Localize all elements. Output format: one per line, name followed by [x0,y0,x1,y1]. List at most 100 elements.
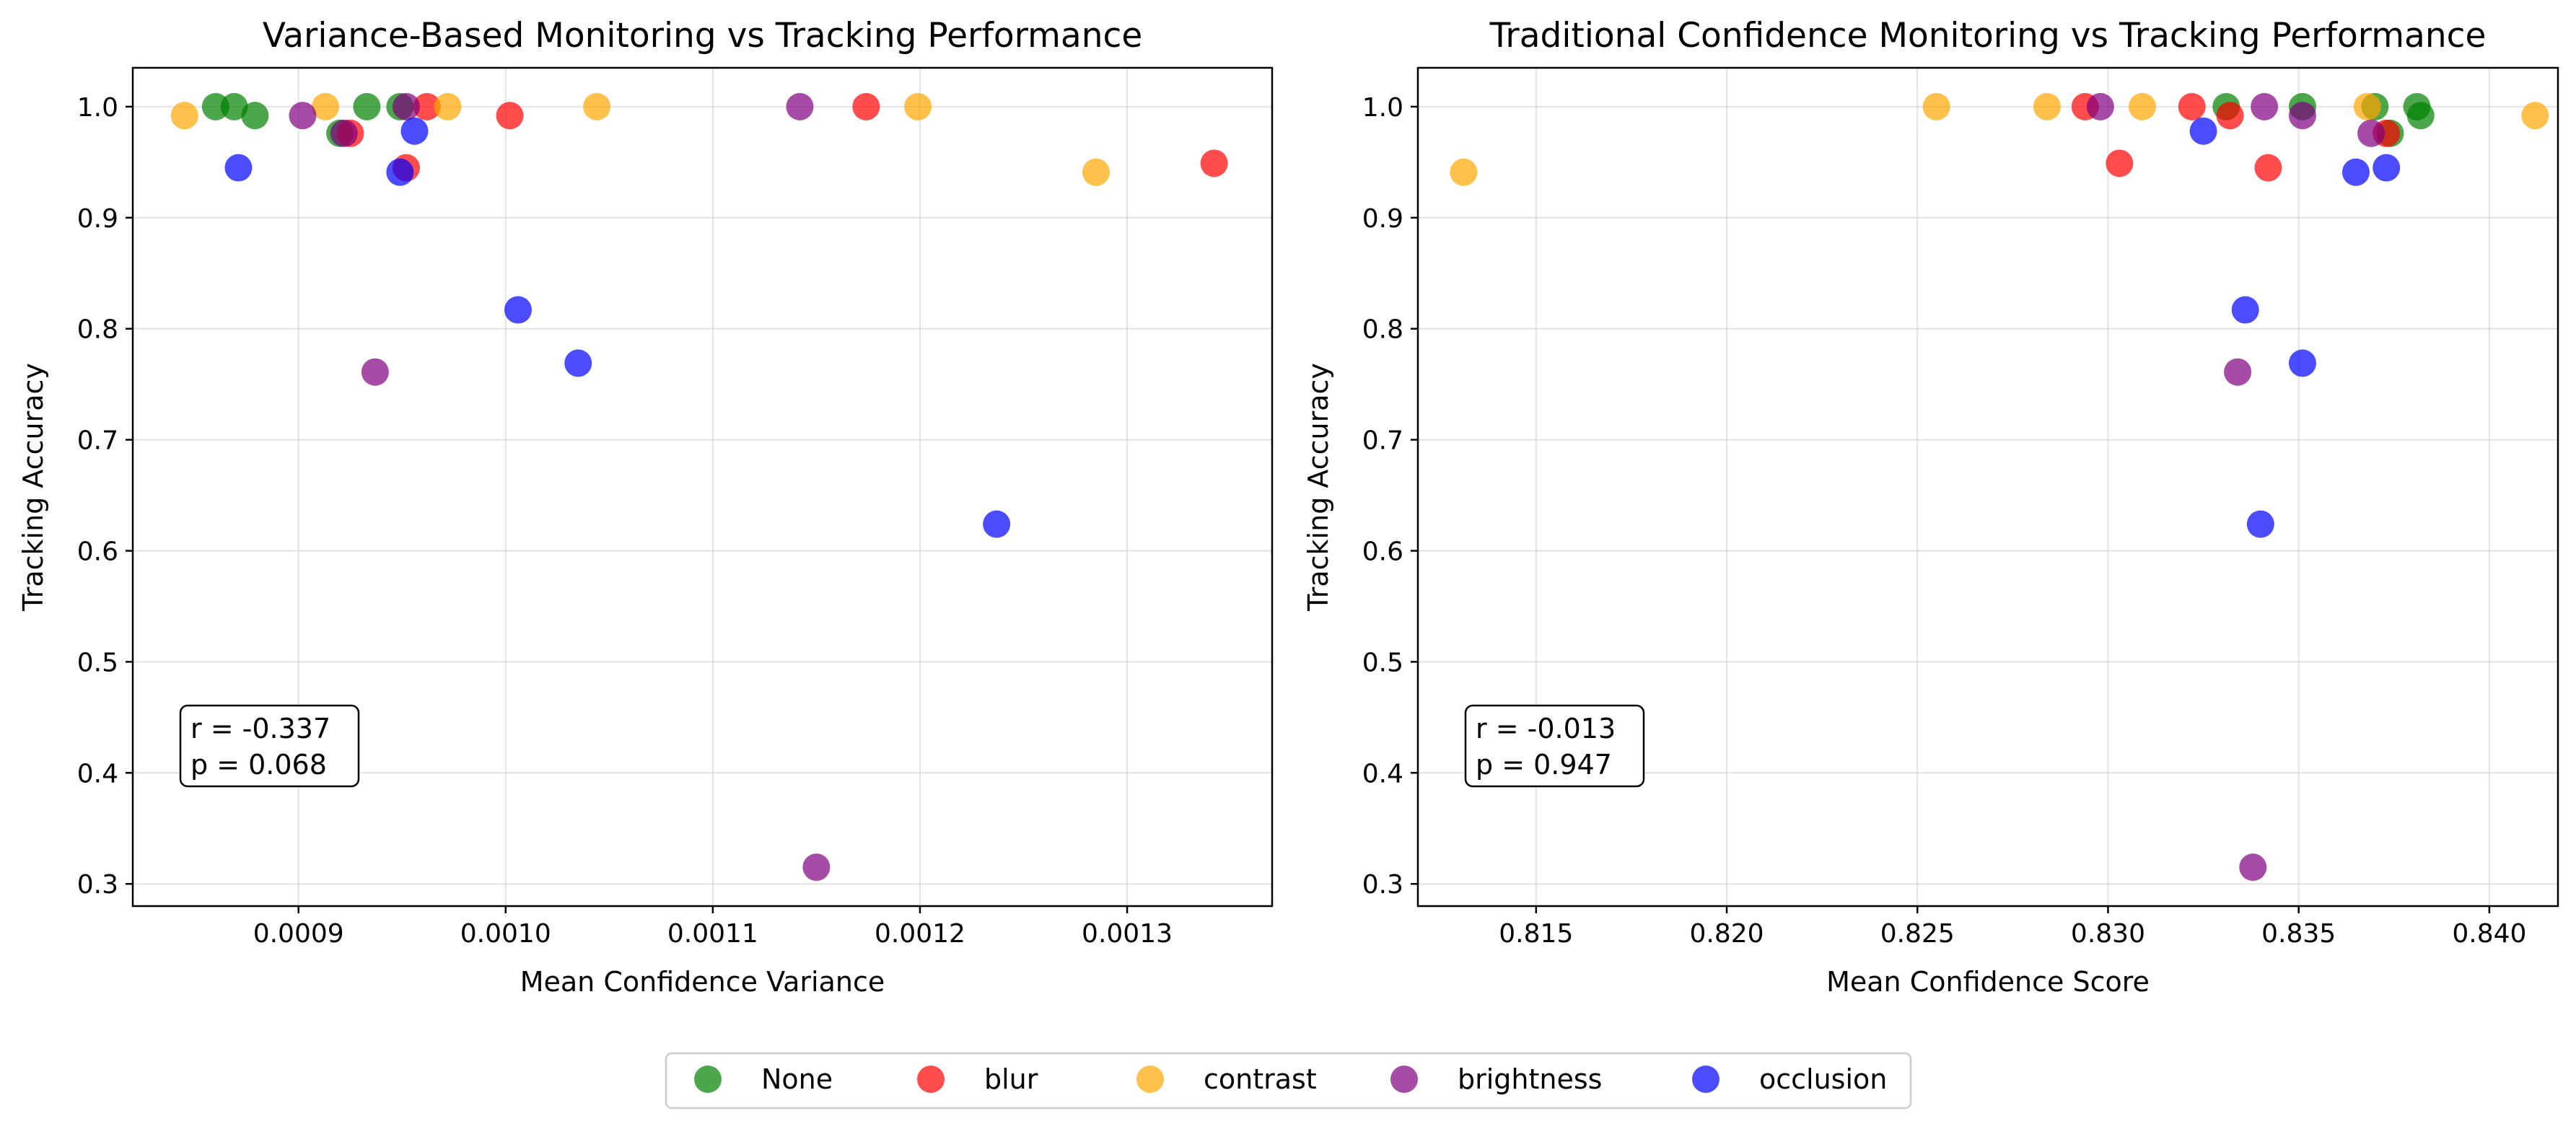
data-point-contrast [1450,158,1478,186]
axes-frame [1416,66,2559,908]
data-point-blur [2178,92,2206,120]
y-axis-label: Tracking Accuracy [1302,363,1334,612]
y-tick-label: 0.5 [1362,648,1403,677]
x-tick-label: 0.820 [1689,919,1764,949]
x-tick-label: 0.835 [2261,919,2336,949]
chart-title: Traditional Confidence Monitoring vs Tra… [1489,16,2487,56]
y-tick-label: 0.3 [77,870,118,900]
data-point-blur [852,92,880,120]
correlation-r-label: r = -0.337 [190,713,330,744]
legend-marker-contrast [1136,1066,1164,1093]
data-point-occlusion [400,117,429,145]
x-tick-label: 0.0011 [667,919,758,949]
stats-box [1464,704,1645,788]
data-point-occlusion [2231,296,2259,324]
x-tick-label: 0.0012 [875,919,965,949]
data-point-brightness [330,119,358,147]
data-point-occlusion [2373,154,2401,182]
data-point-brightness [2357,119,2386,147]
y-tick-label: 0.3 [1362,870,1403,900]
legend-marker-none [694,1066,722,1093]
data-point-brightness [2086,92,2114,120]
data-point-blur [413,92,441,120]
data-point-contrast [904,92,932,120]
data-point-brightness [2239,853,2267,882]
data-point-contrast [2353,92,2381,120]
legend-label: None [761,1063,833,1095]
data-point-none [241,102,269,130]
legend-label: contrast [1204,1063,1317,1095]
y-axis-label: Tracking Accuracy [17,363,49,612]
data-point-contrast [1922,92,1950,120]
data-point-none [2406,102,2435,130]
data-point-contrast [2129,92,2157,120]
data-point-brightness [392,92,420,120]
data-point-brightness [2251,92,2279,120]
data-point-occlusion [2189,117,2217,145]
data-point-brightness [802,853,831,882]
data-point-occlusion [504,296,532,324]
data-point-occlusion [224,154,253,182]
data-point-occlusion [386,158,414,186]
y-tick-label: 0.6 [77,537,118,566]
correlation-r-label: r = -0.013 [1476,713,1616,744]
correlation-p-label: p = 0.068 [190,749,327,781]
data-point-contrast [434,92,462,120]
data-point-blur [496,102,524,130]
data-point-blur [2254,154,2282,182]
confidence-scatter-panel: 0.815 0.820 0.825 0.830 0.835 0.840 0.3 0.4 0.5 0… [1302,16,2559,998]
data-point-blur [2216,102,2244,130]
y-tick-label: 0.8 [1362,315,1403,345]
axes-frame [131,66,1274,908]
legend-marker-occlusion [1692,1066,1719,1093]
data-point-contrast [170,102,198,130]
x-tick-label: 0.830 [2071,919,2145,949]
legend-label: occlusion [1759,1063,1887,1095]
x-tick-label: 0.840 [2452,919,2526,949]
y-tick-label: 0.4 [77,759,118,788]
y-tick-label: 0.9 [77,204,118,234]
x-tick-label: 0.0010 [460,919,551,949]
correlation-p-label: p = 0.947 [1476,749,1612,781]
data-point-none [353,92,381,120]
y-tick-label: 0.6 [1362,537,1403,566]
data-point-occlusion [564,349,592,377]
y-tick-label: 1.0 [77,93,118,123]
data-point-occlusion [2341,158,2370,186]
data-point-occlusion [2246,510,2274,538]
data-point-contrast [2521,102,2549,130]
data-point-brightness [2224,358,2252,386]
data-point-blur [1200,149,1228,177]
y-tick-label: 0.7 [1362,426,1403,456]
data-point-brightness [2288,102,2316,130]
y-tick-label: 0.9 [1362,204,1403,234]
y-tick-label: 0.8 [77,315,118,345]
y-tick-label: 1.0 [1362,93,1403,123]
data-point-contrast [2033,92,2061,120]
data-point-brightness [786,92,814,120]
data-point-contrast [1082,158,1110,186]
x-tick-label: 0.0013 [1082,919,1173,949]
x-axis-label: Mean Confidence Score [1826,966,2150,998]
x-tick-label: 0.825 [1880,919,1955,949]
y-tick-label: 0.7 [77,426,118,456]
legend-label: brightness [1458,1063,1602,1095]
x-axis-label: Mean Confidence Variance [520,966,885,998]
legend-marker-brightness [1390,1066,1418,1093]
data-point-brightness [361,358,389,386]
legend-frame [665,1052,1912,1110]
x-tick-label: 0.0009 [253,919,344,949]
data-point-contrast [583,92,611,120]
variance-scatter-panel: 0.0009 0.0010 0.0011 0.0012 0.0013 0.3 0.4 0.5 0… [17,16,1274,998]
stats-box [179,704,360,788]
legend-label: blur [984,1063,1038,1095]
data-point-occlusion [2288,349,2316,377]
y-tick-label: 0.4 [1362,759,1403,788]
data-point-contrast [311,92,339,120]
data-point-none [220,92,248,120]
chart-title: Variance-Based Monitoring vs Tracking Pe… [263,16,1143,56]
data-point-brightness [289,102,317,130]
data-point-blur [2106,149,2134,177]
y-tick-label: 0.5 [77,648,118,677]
